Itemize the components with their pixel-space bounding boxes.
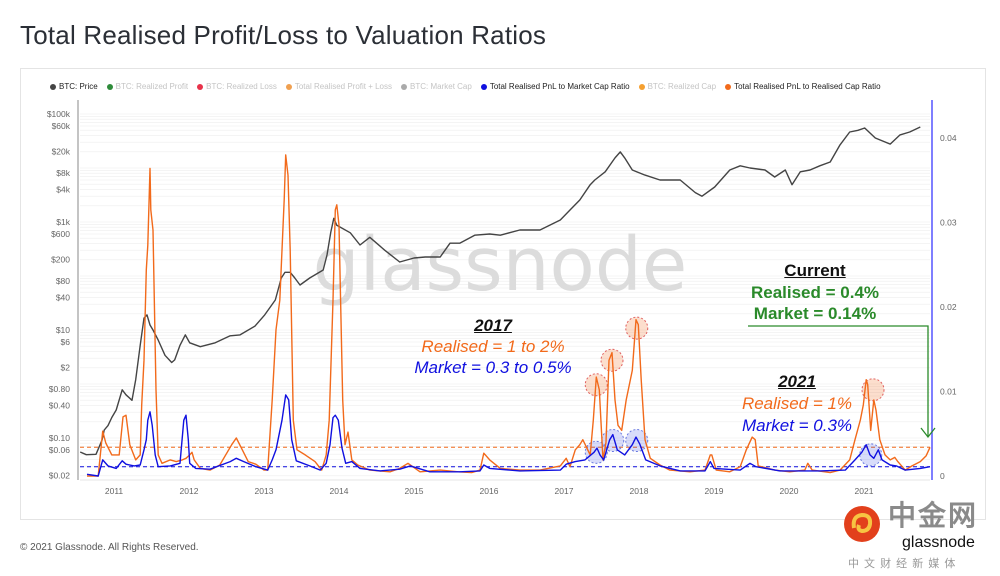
legend-item[interactable]: BTC: Realized Loss [197,82,277,91]
logo-text: 中金网 [888,500,979,531]
y-right-tick-label: 0.02 [940,302,957,312]
x-tick-label: 2016 [480,486,499,496]
y-left-tick-label: $600 [51,229,70,239]
y-left-tick-label: $10 [56,325,70,335]
watermark-text: glassnode [313,222,688,308]
legend-item[interactable]: BTC: Market Cap [401,82,472,91]
logo-subtext: 中 文 财 经 新 媒 体 [848,558,957,570]
page-title: Total Realised Profit/Loss to Valuation … [20,20,547,50]
corner-logo: 中金网 glassnode 中 文 财 经 新 媒 体 [838,500,998,576]
y-right-tick-label: 0 [940,471,945,481]
y-left-tick-label: $0.40 [49,400,71,410]
x-tick-label: 2011 [105,486,124,496]
y-left-tick-label: $1k [56,217,70,227]
current-arrow-line [748,325,929,436]
legend-item[interactable]: Total Realised Profit + Loss [285,82,393,91]
legend-item[interactable]: BTC: Realized Cap [638,82,717,91]
annotation-2017-heading: 2017 [474,316,512,335]
legend-dot-icon [638,83,645,90]
y-left-tick-label: $100k [47,109,71,119]
annotation-2017-market: Market = 0.3 to 0.5% [414,358,572,377]
y-left-tick-label: $200 [51,255,70,265]
annotation-2021-realised: Realised = 1% [741,394,853,413]
y-left-tick-label: $40 [56,292,70,302]
legend-label: Total Realised PnL to Realised Cap Ratio [734,82,881,91]
y-left-tick-label: $0.02 [49,471,71,481]
copyright-footer: © 2021 Glassnode. All Rights Reserved. [20,542,199,553]
y-left-tick-label: $0.06 [49,445,71,455]
legend-label: BTC: Realized Profit [115,82,189,91]
legend-item[interactable]: BTC: Realized Profit [106,82,189,91]
y-left-tick-label: $0.10 [49,433,71,443]
annotation-current-heading: Current [784,261,846,280]
annotation-2021-heading: 2021 [778,372,816,391]
y-left-tick-label: $80 [56,276,70,286]
y-right-tick-label: 0.04 [940,133,957,143]
legend-dot-icon [401,83,408,90]
legend-dot-icon [725,83,732,90]
legend-dot-icon [50,83,56,90]
legend-label: BTC: Realized Loss [206,82,277,91]
x-tick-label: 2013 [255,486,274,496]
legend-item[interactable]: BTC: Price [50,82,98,91]
y-left-tick-label: $60k [52,121,71,131]
x-tick-label: 2014 [330,486,349,496]
annotation-2017-realised: Realised = 1 to 2% [421,337,565,356]
x-tick-label: 2021 [855,486,874,496]
market-cap-ratio-line [86,394,931,477]
chart-legend: BTC: Price BTC: Realized Profit BTC: Reali… [50,82,881,91]
y-left-tick-label: $20k [52,147,71,157]
legend-label: Total Realised PnL to Market Cap Ratio [489,82,630,91]
annotation-current-realised: Realised = 0.4% [750,283,880,302]
legend-label: Total Realised Profit + Loss [294,82,393,91]
legend-label: BTC: Price [59,82,98,91]
legend-dot-icon [197,83,204,90]
legend-item[interactable]: Total Realised PnL to Realised Cap Ratio [725,82,881,91]
price-line [79,126,921,456]
legend-item[interactable]: Total Realised PnL to Market Cap Ratio [480,82,630,91]
legend-dot-icon [480,83,487,90]
y-left-tick-label: $2 [61,363,71,373]
y-left-tick-label: $8k [56,168,70,178]
x-tick-label: 2018 [630,486,649,496]
annotation-2021-market: Market = 0.3% [741,416,853,435]
y-left-tick-label: $0.80 [49,384,71,394]
x-tick-label: 2020 [780,486,799,496]
y-left-tick-label: $6 [61,337,71,347]
arrow-head-icon [920,427,936,439]
annotation-current-market: Market = 0.14% [753,304,877,323]
y-right-tick-label: 0.03 [940,218,957,228]
realised-peak-highlight [625,316,649,340]
legend-label: BTC: Market Cap [410,82,472,91]
x-tick-label: 2012 [180,486,199,496]
legend-dot-icon [106,83,113,90]
logo-brand: glassnode [902,534,975,551]
logo-swirl-icon [844,506,880,542]
x-tick-label: 2017 [555,486,574,496]
legend-dot-icon [285,83,292,90]
x-tick-label: 2019 [705,486,724,496]
legend-label: BTC: Realized Cap [647,82,717,91]
y-right-tick-label: 0.01 [940,387,957,397]
x-tick-label: 2015 [405,486,424,496]
y-left-tick-label: $4k [56,184,70,194]
